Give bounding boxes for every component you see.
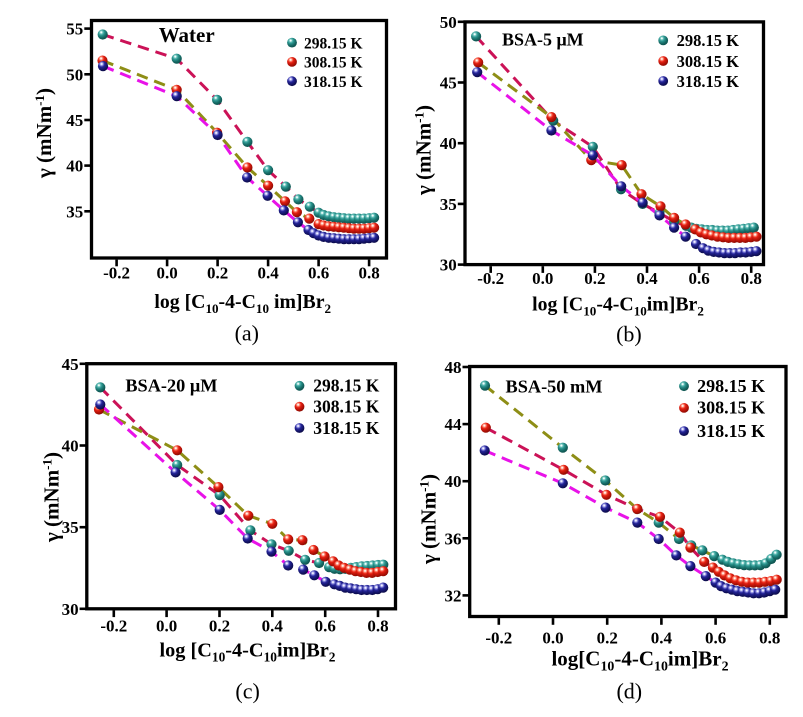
svg-text:0.2: 0.2 — [209, 617, 230, 636]
svg-text:308.15 K: 308.15 K — [677, 52, 740, 71]
svg-text:0.2: 0.2 — [207, 264, 228, 283]
svg-text:318.15 K: 318.15 K — [304, 74, 363, 91]
svg-text:-0.2: -0.2 — [485, 629, 512, 648]
svg-text:log [C10-4-C10 im]Br2: log [C10-4-C10 im]Br2 — [154, 291, 331, 316]
svg-text:0.4: 0.4 — [262, 617, 284, 636]
svg-text:50: 50 — [66, 65, 83, 84]
svg-text:0.6: 0.6 — [308, 264, 329, 283]
svg-text:BSA-50 mM: BSA-50 mM — [506, 376, 603, 396]
svg-text:BSA-20 μM: BSA-20 μM — [125, 376, 217, 396]
svg-text:(d): (d) — [616, 678, 642, 703]
svg-text:γ (mNm-1): γ (mNm-1) — [40, 452, 64, 543]
svg-text:40: 40 — [440, 134, 457, 153]
svg-text:40: 40 — [62, 437, 79, 456]
svg-text:298.15 K: 298.15 K — [313, 376, 380, 396]
svg-text:318.15 K: 318.15 K — [677, 72, 740, 91]
svg-text:308.15 K: 308.15 K — [697, 398, 765, 418]
svg-text:35: 35 — [440, 195, 457, 214]
svg-text:(b): (b) — [616, 322, 642, 347]
svg-text:0.6: 0.6 — [315, 617, 336, 636]
svg-text:0.2: 0.2 — [597, 629, 618, 648]
svg-text:Water: Water — [159, 23, 215, 47]
svg-text:40: 40 — [66, 157, 83, 176]
svg-text:0.0: 0.0 — [156, 264, 177, 283]
svg-text:(c): (c) — [235, 679, 259, 704]
svg-text:298.15 K: 298.15 K — [697, 376, 765, 396]
svg-text:45: 45 — [62, 355, 79, 374]
svg-text:36: 36 — [445, 529, 462, 548]
svg-text:308.15 K: 308.15 K — [313, 397, 380, 417]
svg-text:0.4: 0.4 — [636, 269, 658, 288]
svg-text:30: 30 — [440, 256, 457, 275]
svg-text:308.15 K: 308.15 K — [304, 55, 363, 72]
svg-text:318.15 K: 318.15 K — [313, 418, 380, 438]
svg-text:32: 32 — [445, 586, 462, 605]
svg-text:log[C10-4-C10im]Br2: log[C10-4-C10im]Br2 — [551, 647, 728, 675]
svg-text:log [C10-4-C10im]Br2: log [C10-4-C10im]Br2 — [532, 294, 704, 319]
svg-text:0.2: 0.2 — [584, 269, 605, 288]
svg-text:318.15 K: 318.15 K — [697, 421, 765, 441]
svg-text:0.8: 0.8 — [367, 617, 388, 636]
svg-text:0.8: 0.8 — [358, 264, 379, 283]
svg-text:0.6: 0.6 — [688, 269, 709, 288]
svg-text:0.8: 0.8 — [759, 629, 780, 648]
svg-text:0.4: 0.4 — [651, 629, 673, 648]
svg-text:35: 35 — [62, 518, 79, 537]
svg-text:298.15 K: 298.15 K — [677, 31, 740, 50]
svg-text:35: 35 — [66, 202, 83, 221]
svg-text:45: 45 — [440, 74, 457, 93]
svg-text:0.8: 0.8 — [741, 269, 762, 288]
svg-text:45: 45 — [66, 111, 83, 130]
svg-text:55: 55 — [66, 20, 83, 39]
svg-text:(a): (a) — [235, 321, 259, 346]
svg-text:-0.2: -0.2 — [100, 617, 127, 636]
svg-text:298.15 K: 298.15 K — [304, 35, 363, 52]
svg-text:50: 50 — [440, 13, 457, 32]
svg-text:0.4: 0.4 — [257, 264, 279, 283]
svg-text:0.6: 0.6 — [705, 629, 726, 648]
svg-text:0.0: 0.0 — [542, 629, 563, 648]
svg-text:40: 40 — [445, 472, 462, 491]
svg-text:BSA-5 μM: BSA-5 μM — [502, 29, 584, 49]
svg-text:44: 44 — [445, 415, 463, 434]
svg-text:0.0: 0.0 — [532, 269, 553, 288]
svg-text:0.0: 0.0 — [156, 617, 177, 636]
svg-text:48: 48 — [445, 358, 462, 377]
svg-text:-0.2: -0.2 — [477, 269, 504, 288]
svg-text:log [C10-4-C10im]Br2: log [C10-4-C10im]Br2 — [160, 640, 336, 665]
svg-text:-0.2: -0.2 — [103, 264, 130, 283]
svg-text:30: 30 — [62, 600, 79, 619]
